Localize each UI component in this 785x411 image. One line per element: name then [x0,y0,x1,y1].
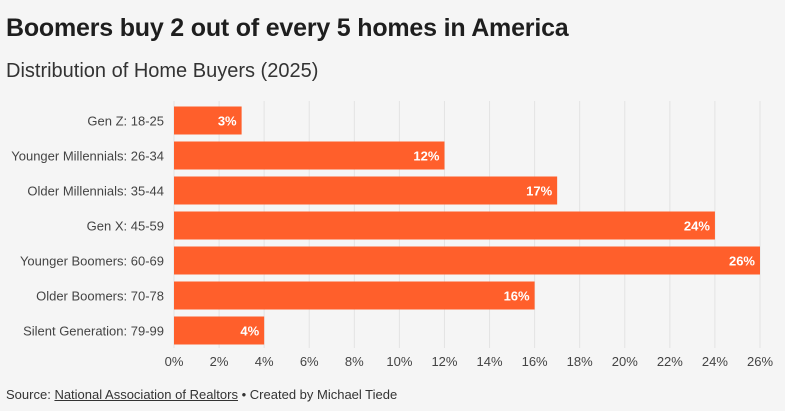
category-label-0: Gen Z: 18-25 [87,114,164,129]
x-tick-label-8: 16% [522,354,548,369]
bar-chart: 3% 12% 17% 24% 26% 16% 4% Gen Z: 18-25 Younger … [11,101,774,369]
bar-3 [174,211,715,240]
x-tick-label-11: 22% [657,354,683,369]
category-label-1: Younger Millennials: 26-34 [11,149,164,164]
x-tick-label-7: 14% [477,354,503,369]
bar-value-label-5: 16% [504,289,530,304]
footer-credit: Created by Michael Tiede [249,387,398,402]
bar-value-label-3: 24% [684,219,710,234]
footer-separator: • [241,387,247,402]
x-tick-label-9: 18% [567,354,593,369]
x-tick-label-1: 2% [210,354,229,369]
x-axis-ticks: 0% 2% 4% 6% 8% 10% 12% 14% 16% 18% 20% 22% 24% 26% [165,354,774,369]
category-label-4: Younger Boomers: 60-69 [20,254,164,269]
x-tick-label-3: 6% [300,354,319,369]
bar-0 [174,106,242,135]
bar-5 [174,281,535,310]
bar-1 [174,141,445,170]
bar-value-label-6: 4% [240,324,259,339]
footer: Source: National Association of Realtors… [6,387,397,402]
x-tick-label-10: 20% [612,354,638,369]
bar-2 [174,176,558,205]
chart-title: Boomers buy 2 out of every 5 homes in Am… [6,14,569,42]
x-tick-label-13: 26% [747,354,773,369]
category-label-5: Older Boomers: 70-78 [36,289,164,304]
bar-6 [174,316,265,345]
bar-value-label-4: 26% [729,254,755,269]
x-tick-label-5: 10% [386,354,412,369]
category-label-2: Older Millennials: 35-44 [27,184,164,199]
bar-value-label-1: 12% [413,149,439,164]
x-tick-label-6: 12% [431,354,457,369]
source-prefix: Source: [6,387,51,402]
x-tick-label-4: 8% [345,354,364,369]
category-label-3: Gen X: 45-59 [87,219,164,234]
x-tick-label-12: 24% [702,354,728,369]
bar-4 [174,246,760,275]
category-label-6: Silent Generation: 79-99 [23,324,164,339]
source-link[interactable]: National Association of Realtors [54,387,238,402]
chart-subtitle: Distribution of Home Buyers (2025) [6,60,319,82]
bar-value-label-0: 3% [218,114,237,129]
category-labels: Gen Z: 18-25 Younger Millennials: 26-34 Ol… [11,114,164,339]
bars: 3% 12% 17% 24% 26% 16% 4% [174,106,760,345]
x-tick-label-0: 0% [165,354,184,369]
bar-value-label-2: 17% [526,184,552,199]
x-tick-label-2: 4% [255,354,274,369]
